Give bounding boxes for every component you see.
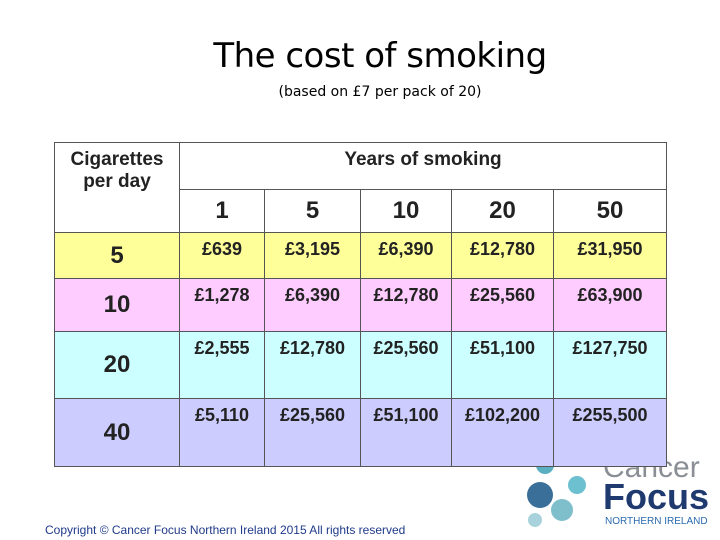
cost-cell: £31,950 xyxy=(553,232,667,279)
cost-cell: £63,900 xyxy=(553,278,667,332)
cost-cell: £639 xyxy=(179,232,265,279)
header-row: 1 5 10 20 50 xyxy=(55,189,667,233)
row-label: 10 xyxy=(54,278,180,332)
data-row: 20 £2,555 £12,780 £25,560 £51,100 £127,750 xyxy=(54,331,667,399)
group-header: Years of smoking xyxy=(179,142,667,190)
cost-cell: £127,750 xyxy=(553,331,667,399)
cost-cell: £2,555 xyxy=(179,331,265,399)
cost-cell: £12,780 xyxy=(451,232,554,279)
column-header: 50 xyxy=(553,189,667,233)
column-header: 20 xyxy=(451,189,554,233)
cost-cell: £51,100 xyxy=(451,331,554,399)
title: The cost of smoking xyxy=(213,36,547,76)
column-header: 5 xyxy=(264,189,361,233)
corner-header: Cigarettes per day xyxy=(54,142,180,233)
cost-table: Cigarettes per day Years of smoking 1 5 10 20… xyxy=(54,142,667,467)
column-header: 10 xyxy=(360,189,452,233)
cost-cell: £5,110 xyxy=(179,398,265,467)
cost-cell: £51,100 xyxy=(360,398,452,467)
data-row: 40 £5,110 £25,560 £51,100 £102,200 £255,500 xyxy=(54,398,667,467)
row-label: 40 xyxy=(54,398,180,467)
data-row: 5 £639 £3,195 £6,390 £12,780 £31,950 xyxy=(54,232,667,279)
cost-cell: £25,560 xyxy=(360,331,452,399)
subtitle: (based on £7 per pack of 20) xyxy=(278,84,482,100)
logo-dot xyxy=(551,499,573,521)
logo-text: NORTHERN IRELAND xyxy=(605,516,708,527)
row-label: 20 xyxy=(54,331,180,399)
cost-cell: £6,390 xyxy=(264,278,361,332)
cost-cell: £25,560 xyxy=(451,278,554,332)
cost-cell: £12,780 xyxy=(264,331,361,399)
logo-dot xyxy=(568,476,586,494)
header-row: Cigarettes per day Years of smoking xyxy=(54,142,667,233)
cost-cell: £1,278 xyxy=(179,278,265,332)
logo-text: Focus xyxy=(603,476,709,517)
footer: Copyright © Cancer Focus Northern Irelan… xyxy=(45,523,406,537)
logo: Cancer Focus NORTHERN IRELAND xyxy=(527,451,709,527)
cost-cell: £6,390 xyxy=(360,232,452,279)
cost-cell: £25,560 xyxy=(264,398,361,467)
data-row: 10 £1,278 £6,390 £12,780 £25,560 £63,900 xyxy=(54,278,667,332)
cost-cell: £102,200 xyxy=(451,398,554,467)
logo-dot xyxy=(527,482,553,508)
logo-dot xyxy=(528,513,542,527)
cost-cell: £255,500 xyxy=(553,398,667,467)
cost-cell: £12,780 xyxy=(360,278,452,332)
cost-cell: £3,195 xyxy=(264,232,361,279)
row-label: 5 xyxy=(54,232,180,279)
column-header: 1 xyxy=(179,189,265,233)
